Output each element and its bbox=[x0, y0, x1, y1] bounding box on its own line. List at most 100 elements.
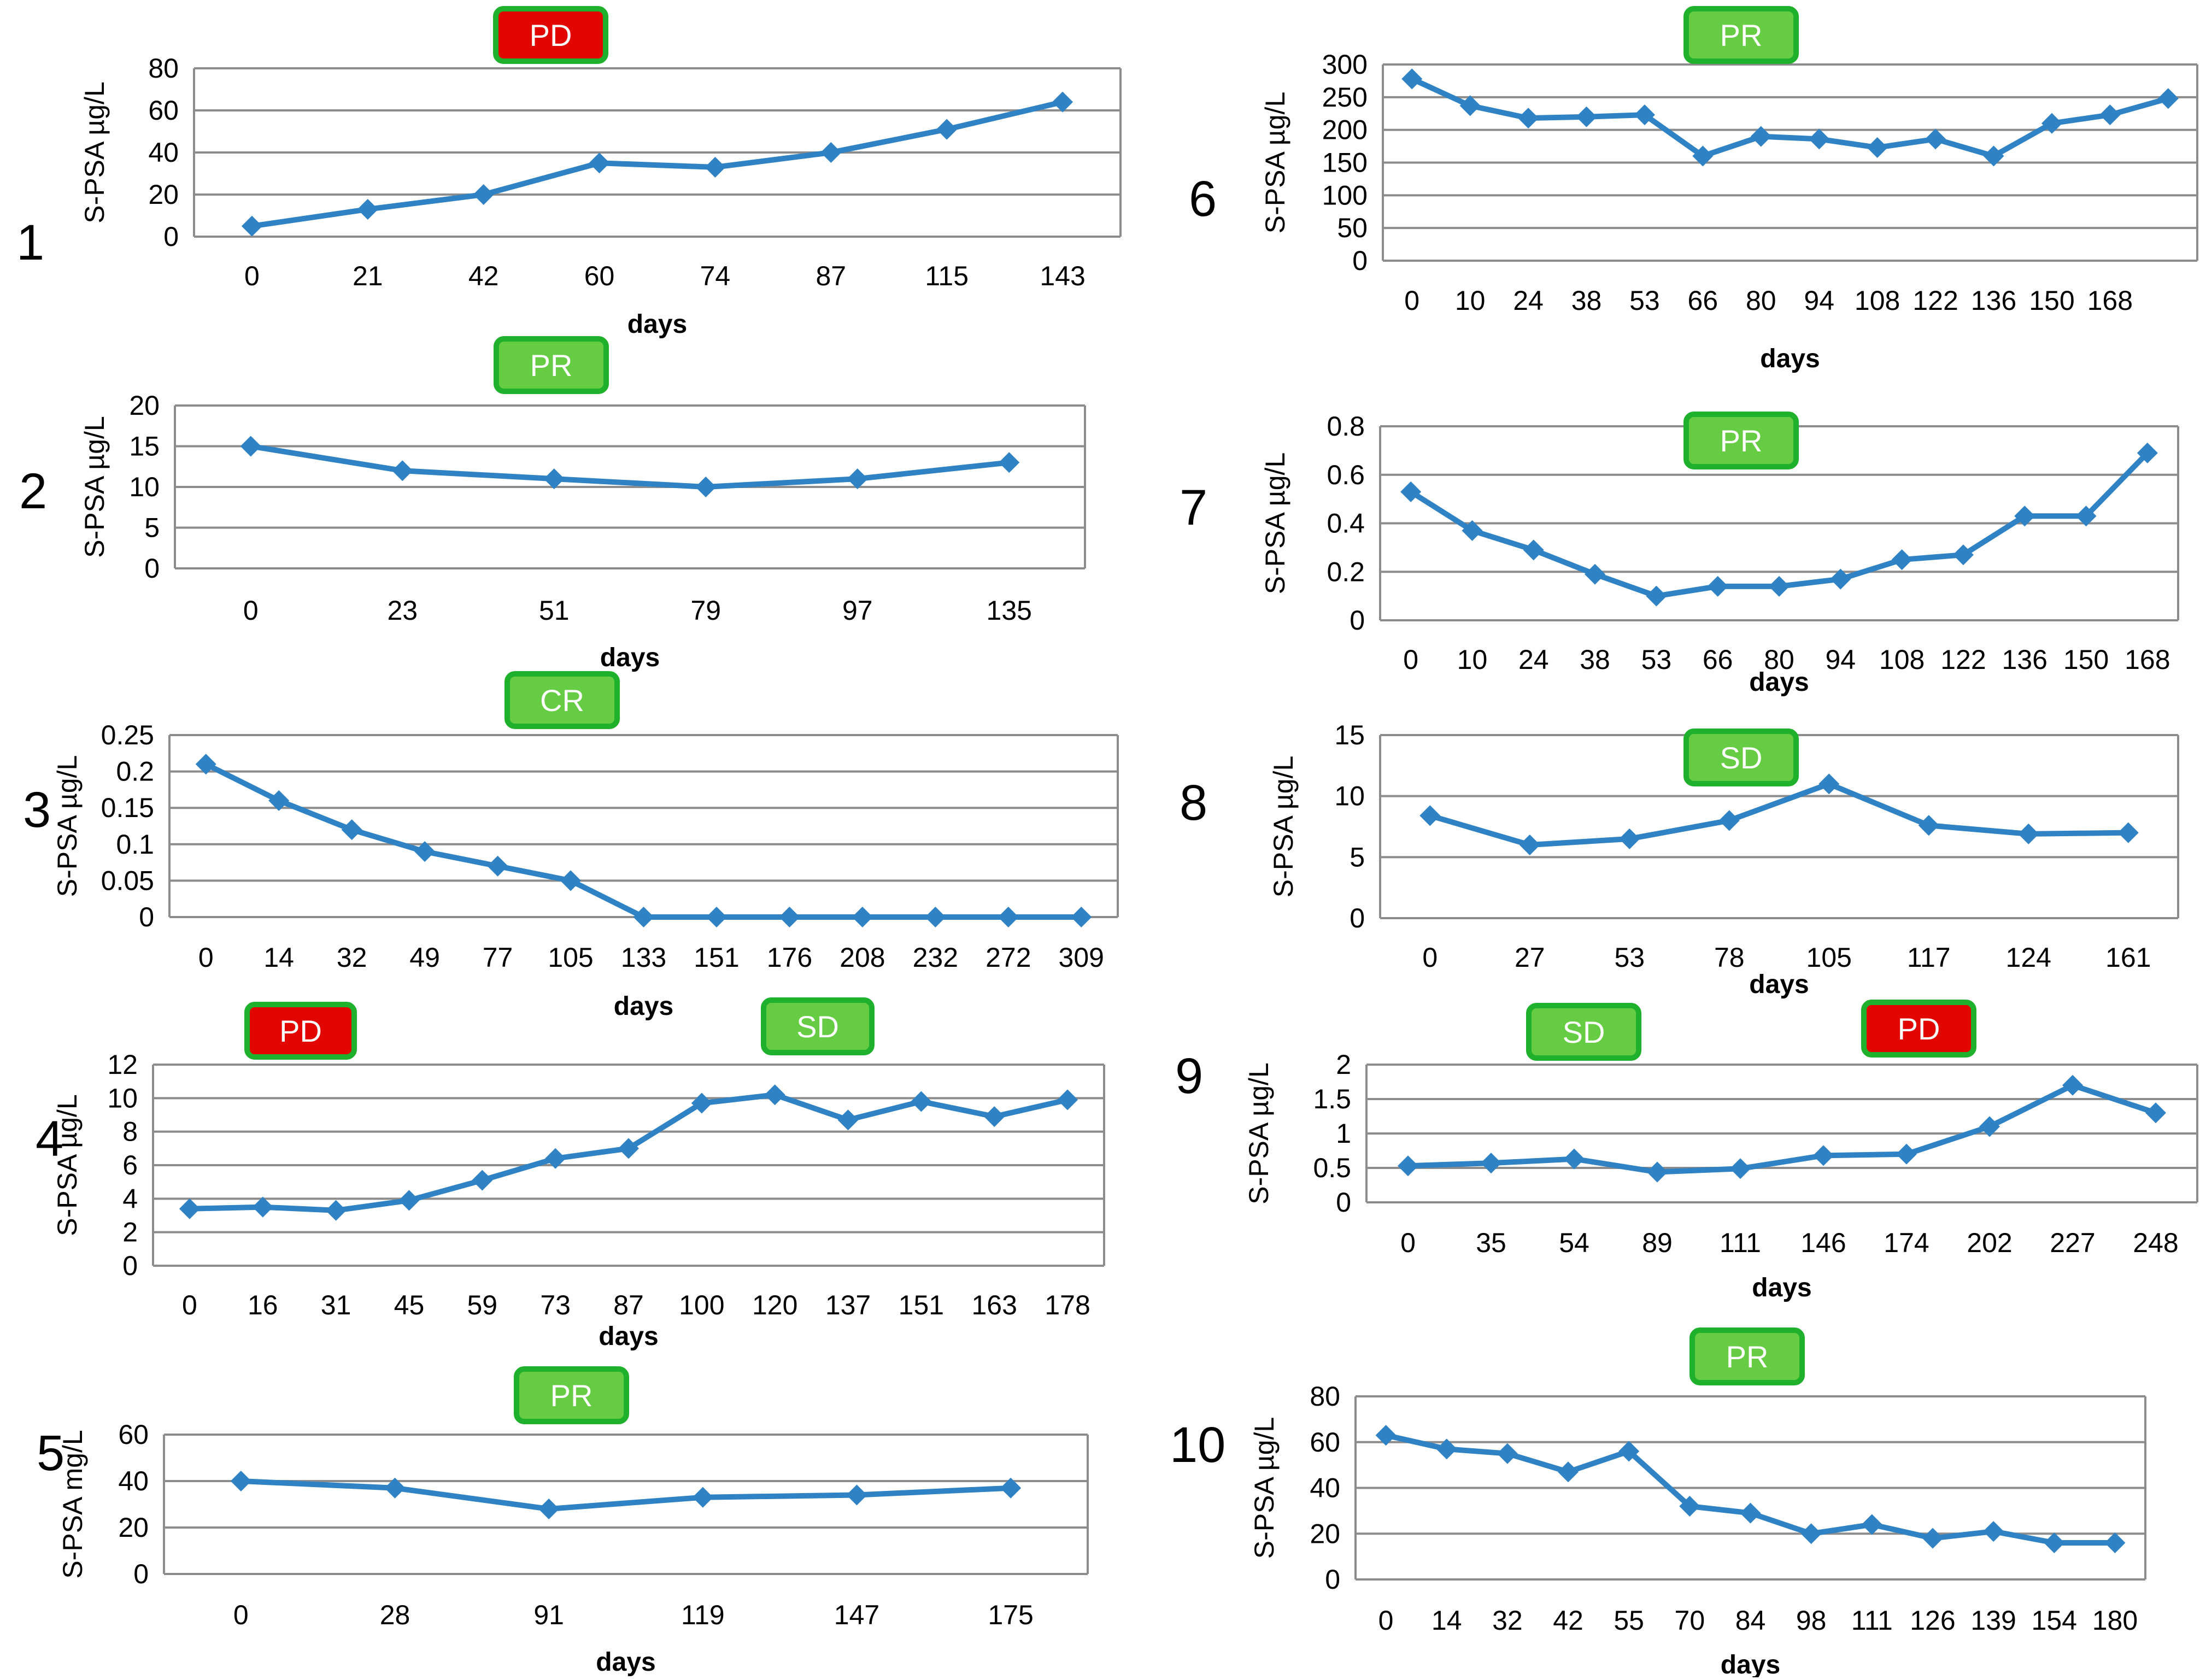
data-point-marker bbox=[1769, 575, 1790, 597]
data-point-marker bbox=[1891, 549, 1912, 571]
response-badge-label: PR bbox=[550, 1378, 593, 1413]
y-axis-label: S-PSA µg/L bbox=[79, 416, 110, 558]
x-tick-label: 97 bbox=[842, 595, 873, 626]
y-axis-label: S-PSA µg/L bbox=[1243, 1062, 1274, 1205]
data-point-marker bbox=[984, 1106, 1005, 1127]
y-tick-label: 4 bbox=[122, 1183, 138, 1214]
x-tick-label: 91 bbox=[533, 1600, 564, 1630]
x-tick-label: 53 bbox=[1629, 285, 1660, 316]
panel-number: 7 bbox=[1180, 480, 1207, 536]
y-axis-label: S-PSA µg/L bbox=[52, 1094, 83, 1236]
panel-number: 3 bbox=[23, 782, 51, 838]
response-badge-label: PD bbox=[1898, 1012, 1940, 1046]
series-line bbox=[1407, 1082, 2157, 1175]
data-point-marker bbox=[2157, 88, 2179, 109]
data-point-marker bbox=[398, 1190, 420, 1211]
response-badge-label: PR bbox=[1720, 18, 1763, 52]
data-point-marker bbox=[706, 907, 727, 927]
panel-number: 4 bbox=[36, 1111, 63, 1167]
response-badge bbox=[1861, 1000, 1976, 1058]
x-axis-label: days bbox=[1749, 970, 1809, 999]
x-tick-label: 28 bbox=[380, 1600, 410, 1630]
y-tick-label: 0 bbox=[122, 1250, 138, 1281]
x-tick-label: 248 bbox=[2133, 1227, 2178, 1258]
data-point-marker bbox=[1818, 773, 1840, 795]
y-axis-label: S-PSA µg/L bbox=[52, 755, 83, 897]
x-axis-label: days bbox=[1760, 344, 1820, 373]
x-tick-label: 0 bbox=[243, 595, 259, 626]
y-tick-label: 0 bbox=[144, 553, 160, 584]
data-point-marker bbox=[633, 907, 654, 927]
data-point-marker bbox=[2018, 823, 2039, 844]
x-tick-label: 176 bbox=[767, 942, 812, 973]
y-tick-label: 5 bbox=[144, 513, 160, 543]
y-tick-label: 20 bbox=[148, 179, 179, 210]
x-tick-label: 168 bbox=[2125, 644, 2170, 675]
data-point-marker bbox=[357, 198, 378, 220]
x-tick-label: 0 bbox=[1400, 1227, 1416, 1258]
data-point-marker bbox=[1800, 1523, 1822, 1544]
data-point-marker bbox=[691, 1092, 712, 1114]
x-tick-label: 54 bbox=[1559, 1227, 1589, 1258]
x-tick-label: 161 bbox=[2105, 942, 2151, 973]
data-point-marker bbox=[695, 477, 717, 497]
y-tick-label: 0.6 bbox=[1327, 460, 1365, 490]
response-badge-label: SD bbox=[1720, 741, 1763, 775]
chart-panel-7: 0 0.2 0.4 0.6 0.8 0 10 24 38 53 66 80 94 108 122 136 150… bbox=[1180, 411, 2179, 697]
x-tick-label: 78 bbox=[1714, 942, 1745, 973]
data-point-marker bbox=[2145, 1102, 2166, 1124]
x-tick-label: 154 bbox=[2032, 1605, 2077, 1636]
x-tick-label: 272 bbox=[985, 942, 1031, 973]
chart-panel-5: 0 20 40 60 0 28 91 119 147 175 days S-PSA mg/L5 PR bbox=[37, 1366, 1089, 1677]
data-point-marker bbox=[1830, 568, 1851, 590]
x-tick-label: 111 bbox=[1720, 1227, 1761, 1258]
data-point-marker bbox=[487, 855, 508, 877]
x-tick-label: 202 bbox=[1967, 1227, 2012, 1258]
panel-number: 8 bbox=[1180, 775, 1207, 831]
x-tick-label: 122 bbox=[1912, 285, 1958, 316]
data-point-marker bbox=[268, 790, 290, 811]
data-point-marker bbox=[999, 452, 1020, 473]
x-tick-label: 24 bbox=[1513, 285, 1544, 316]
x-tick-label: 178 bbox=[1045, 1290, 1090, 1320]
x-axis-label: days bbox=[627, 310, 687, 339]
y-tick-label: 0.25 bbox=[101, 720, 154, 750]
x-tick-label: 98 bbox=[1796, 1605, 1827, 1636]
y-tick-label: 60 bbox=[1310, 1427, 1340, 1458]
data-point-marker bbox=[925, 907, 946, 927]
x-tick-label: 108 bbox=[1879, 644, 1925, 675]
x-tick-label: 126 bbox=[1910, 1605, 1955, 1636]
x-tick-label: 53 bbox=[1641, 644, 1672, 675]
x-tick-label: 105 bbox=[1806, 942, 1852, 973]
chart-panel-3: 0 0.05 0.1 0.15 0.2 0.25 0 14 32 49 77 105 133 151 176… bbox=[23, 671, 1119, 1021]
x-tick-label: 174 bbox=[1884, 1227, 1929, 1258]
x-tick-label: 32 bbox=[337, 942, 367, 973]
x-tick-label: 146 bbox=[1800, 1227, 1846, 1258]
x-axis-label: days bbox=[1752, 1273, 1811, 1302]
x-axis-label: days bbox=[1721, 1650, 1780, 1677]
y-tick-label: 300 bbox=[1322, 49, 1368, 80]
data-point-marker bbox=[414, 841, 436, 862]
y-tick-label: 0 bbox=[163, 221, 179, 252]
y-tick-label: 60 bbox=[148, 95, 179, 126]
y-tick-label: 20 bbox=[1310, 1518, 1340, 1549]
data-point-marker bbox=[1071, 907, 1092, 927]
response-badge-label: PD bbox=[279, 1014, 322, 1048]
data-point-marker bbox=[543, 468, 565, 490]
y-tick-label: 80 bbox=[1310, 1381, 1340, 1412]
x-tick-label: 136 bbox=[1971, 285, 2016, 316]
y-tick-label: 0 bbox=[1352, 245, 1368, 276]
x-tick-label: 84 bbox=[1735, 1605, 1766, 1636]
x-tick-label: 139 bbox=[1970, 1605, 2016, 1636]
data-point-marker bbox=[1459, 95, 1481, 116]
x-axis-label: days bbox=[614, 992, 673, 1021]
y-tick-label: 0 bbox=[1350, 903, 1365, 933]
y-tick-label: 60 bbox=[118, 1419, 149, 1450]
data-point-marker bbox=[1057, 1089, 1078, 1111]
data-point-marker bbox=[560, 870, 582, 891]
data-point-marker bbox=[1867, 137, 1888, 158]
y-tick-label: 1 bbox=[1336, 1118, 1351, 1149]
